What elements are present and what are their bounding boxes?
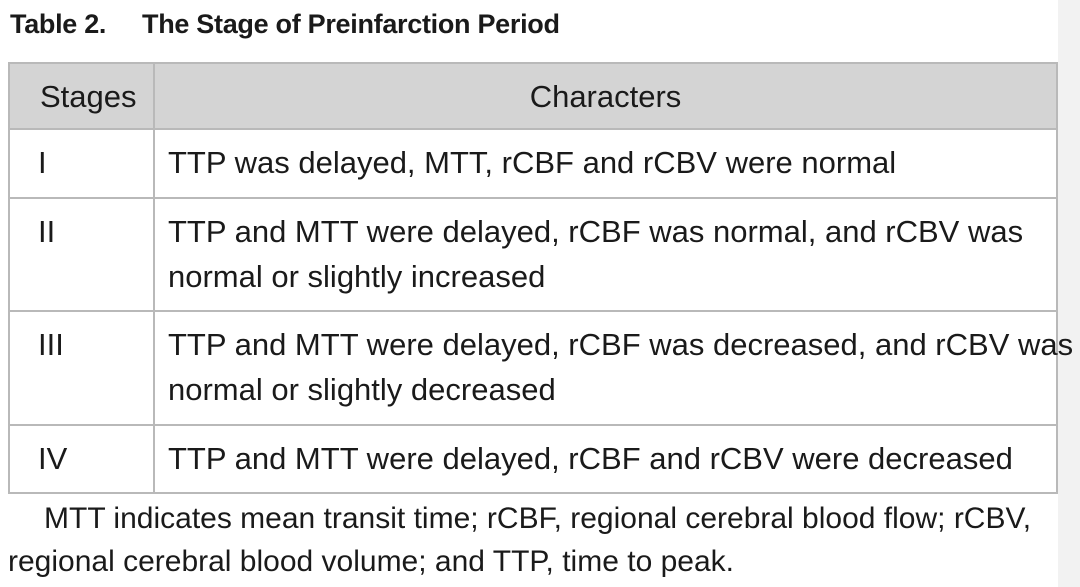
table-title: The Stage of Preinfarction Period <box>142 8 560 39</box>
table-row: IV TTP and MTT were delayed, rCBF and rC… <box>8 424 1058 494</box>
characters-cell: TTP and MTT were delayed, rCBF was norma… <box>153 197 1058 312</box>
table-row: III TTP and MTT were delayed, rCBF was d… <box>8 310 1074 426</box>
characters-cell: TTP was delayed, MTT, rCBF and rCBV were… <box>153 128 1058 199</box>
stage-cell: II <box>8 197 155 312</box>
characters-line: TTP and MTT were delayed, rCBF was decre… <box>168 327 1074 362</box>
header-characters: Characters <box>153 62 1058 130</box>
stage-cell: IV <box>8 424 155 494</box>
characters-cell: TTP and MTT were delayed, rCBF was decre… <box>153 310 1074 426</box>
page-edge-shade <box>1058 0 1080 587</box>
table-footnote: MTT indicates mean transit time; rCBF, r… <box>8 497 1068 583</box>
characters-line: normal or slightly increased <box>168 259 546 294</box>
characters-line: TTP and MTT were delayed, rCBF was norma… <box>168 214 1024 249</box>
footnote-line: regional cerebral blood volume; and TTP,… <box>8 545 734 578</box>
characters-cell: TTP and MTT were delayed, rCBF and rCBV … <box>153 424 1058 494</box>
preinfarction-stage-table: Stages Characters I TTP was delayed, MTT… <box>8 62 1074 494</box>
stage-cell: III <box>8 310 155 426</box>
characters-line: TTP was delayed, MTT, rCBF and rCBV were… <box>168 145 897 180</box>
characters-line: normal or slightly decreased <box>168 372 556 407</box>
characters-line: TTP and MTT were delayed, rCBF and rCBV … <box>168 441 1013 476</box>
stage-cell: I <box>8 128 155 199</box>
table-header-row: Stages Characters <box>8 62 1058 130</box>
table-row: II TTP and MTT were delayed, rCBF was no… <box>8 197 1058 312</box>
header-stages: Stages <box>8 62 155 130</box>
footnote-line: MTT indicates mean transit time; rCBF, r… <box>44 502 1032 535</box>
table-caption: Table 2. The Stage of Preinfarction Peri… <box>10 4 560 44</box>
table-number: Table 2. <box>10 8 107 39</box>
table-row: I TTP was delayed, MTT, rCBF and rCBV we… <box>8 128 1058 199</box>
